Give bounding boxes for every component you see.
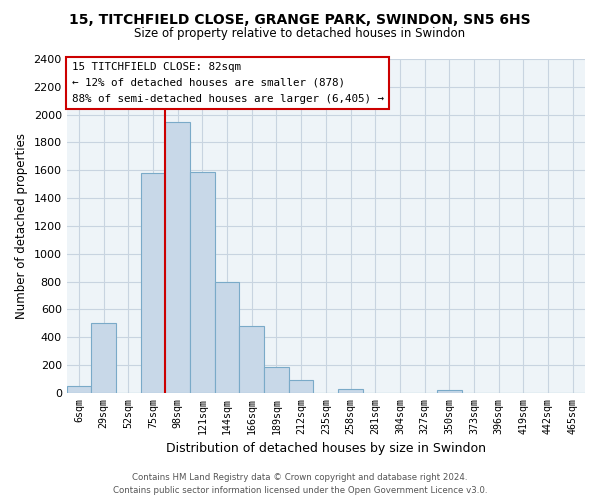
Text: 15, TITCHFIELD CLOSE, GRANGE PARK, SWINDON, SN5 6HS: 15, TITCHFIELD CLOSE, GRANGE PARK, SWIND… [69,12,531,26]
Bar [166,122,190,393]
Y-axis label: Number of detached properties: Number of detached properties [15,133,28,319]
Text: Contains HM Land Registry data © Crown copyright and database right 2024.
Contai: Contains HM Land Registry data © Crown c… [113,473,487,495]
Bar [437,390,461,393]
X-axis label: Distribution of detached houses by size in Swindon: Distribution of detached houses by size … [166,442,486,455]
Text: Size of property relative to detached houses in Swindon: Size of property relative to detached ho… [134,28,466,40]
Bar [338,388,363,393]
Bar [239,326,264,393]
Bar [67,386,91,393]
Text: 15 TITCHFIELD CLOSE: 82sqm
← 12% of detached houses are smaller (878)
88% of sem: 15 TITCHFIELD CLOSE: 82sqm ← 12% of deta… [72,62,384,104]
Bar [91,324,116,393]
Bar [215,282,239,393]
Bar [141,173,166,393]
Bar [289,380,313,393]
Bar [190,172,215,393]
Bar [264,367,289,393]
